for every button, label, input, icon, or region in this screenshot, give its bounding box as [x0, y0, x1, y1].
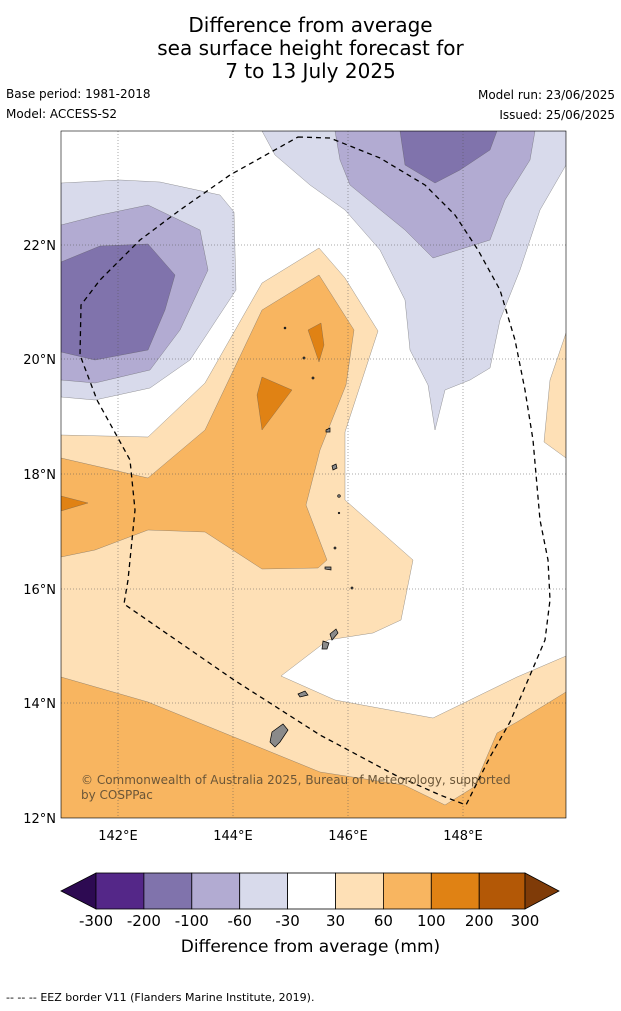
issued-date: Issued: 25/06/2025: [499, 108, 615, 122]
copyright-line-1: © Commonwealth of Australia 2025, Bureau…: [81, 773, 511, 787]
lat-label: 22°N: [23, 239, 56, 254]
lon-labels: 142°E 144°E 146°E 148°E: [98, 829, 483, 844]
title-line-3: 7 to 13 July 2025: [225, 59, 396, 83]
lat-label: 20°N: [23, 353, 56, 368]
colorbar-bin: [239, 872, 288, 910]
colorbar-bin: [430, 872, 480, 910]
colorbar-bin: [287, 872, 336, 910]
contour-neg200-neg100-north: [399, 131, 498, 184]
contour-60-100-south: [61, 676, 566, 818]
island-anatahan: [324, 566, 332, 571]
colorbar-label: 60: [374, 912, 393, 930]
contour-100-200-north: [307, 322, 325, 363]
title-line-1: Difference from average: [188, 13, 433, 37]
chart-title: Difference from average sea surface heig…: [0, 14, 621, 83]
island-asuncion: [311, 376, 315, 380]
eez-border: [79, 136, 551, 806]
colorbar-extend-low: [60, 872, 97, 910]
title-line-2: sea surface height forecast for: [157, 36, 464, 60]
lat-label: 18°N: [23, 468, 56, 483]
island-farallon: [283, 326, 287, 330]
colorbar-bin: [478, 872, 526, 910]
island-small-1: [337, 511, 341, 515]
islands: [269, 326, 354, 748]
colorbar-bin: [143, 872, 193, 910]
colorbar-title: Difference from average (mm): [180, 937, 441, 957]
lat-label: 16°N: [23, 583, 56, 598]
base-period: Base period: 1981-2018: [6, 87, 151, 101]
eez-legend-symbol: -- -- --: [6, 991, 37, 1004]
lon-label: 146°E: [328, 829, 368, 844]
contour-100-200-center: [256, 376, 293, 431]
island-rota: [297, 690, 309, 698]
island-saipan: [329, 628, 339, 641]
contour-neg100-neg60-north: [334, 131, 536, 259]
colorbar-bin: [382, 872, 432, 910]
colorbar-bin: [335, 872, 384, 910]
lat-labels: 22°N 20°N 18°N 16°N 14°N 12°N: [23, 239, 56, 827]
colorbar-bin: [95, 872, 145, 910]
colorbar-label: -200: [127, 912, 161, 930]
map-plot-area: © Commonwealth of Australia 2025, Bureau…: [61, 131, 566, 818]
island-guguan: [333, 546, 337, 550]
lat-label: 14°N: [23, 697, 56, 712]
colorbar-label: -60: [227, 912, 252, 930]
model-run: Model run: 23/06/2025: [477, 88, 615, 102]
eez-legend: -- -- -- EEZ border V11 (Flanders Marine…: [6, 991, 314, 1004]
colorbar-bin: [191, 872, 241, 910]
colorbar-label: 200: [465, 912, 494, 930]
colorbar-label: -100: [175, 912, 209, 930]
island-alamagan: [331, 463, 338, 471]
colorbar-label: 300: [511, 912, 540, 930]
lat-label: 12°N: [23, 812, 56, 827]
colorbar-labels: -300 -200 -100 -60 -30 30 60 100 200 300: [79, 912, 539, 930]
island-maug: [302, 356, 306, 360]
colorbar-label: 100: [417, 912, 446, 930]
contour-30-60-east: [543, 332, 566, 459]
colorbar-extend-high: [524, 872, 560, 910]
colorbar: [60, 872, 560, 910]
colorbar-label: 30: [326, 912, 345, 930]
island-tinian: [321, 640, 330, 650]
eez-legend-text: EEZ border V11 (Flanders Marine Institut…: [40, 991, 315, 1004]
island-sarigan: [350, 586, 354, 590]
copyright-line-2: by COSPPac: [81, 788, 153, 802]
model-name: Model: ACCESS-S2: [6, 107, 118, 121]
colorbar-label: -300: [79, 912, 113, 930]
lon-label: 148°E: [443, 829, 483, 844]
island-agrihan: [325, 427, 331, 433]
contour-60-100: [61, 274, 355, 570]
graticule: [61, 131, 566, 818]
island-guam: [269, 723, 289, 748]
colorbar-label: -30: [275, 912, 300, 930]
contour-100-200-west: [61, 495, 89, 512]
lon-label: 142°E: [98, 829, 138, 844]
island-pagan: [337, 494, 341, 498]
map-frame: [60, 130, 567, 819]
lon-label: 144°E: [213, 829, 253, 844]
